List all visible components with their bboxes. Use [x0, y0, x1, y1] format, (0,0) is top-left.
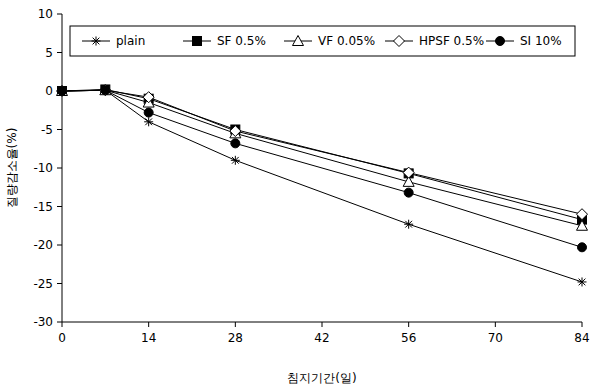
x-tick: [62, 322, 63, 327]
y-tick: [57, 206, 62, 207]
x-tick-label: 14: [141, 331, 156, 345]
series-marker: [58, 87, 67, 96]
series-marker: [144, 117, 153, 126]
x-tick-label: 0: [58, 331, 66, 345]
legend-marker: [193, 37, 202, 46]
y-tick-label: 5: [45, 46, 53, 60]
series-marker: [230, 126, 241, 137]
chart: -30 -25 -20 -15 -10 -5 0 5 10 0 14 28 42 56 70 84 침지기간(일…: [0, 0, 596, 391]
x-tick: [408, 322, 409, 327]
y-tick-label: -25: [33, 277, 53, 291]
y-tick: [57, 283, 62, 284]
series-marker: [57, 86, 68, 96]
y-tick-label: 10: [38, 7, 53, 21]
series-marker: [58, 87, 67, 96]
x-tick-label: 28: [228, 331, 243, 345]
y-tick: [57, 322, 62, 323]
series-marker: [231, 139, 240, 148]
x-tick: [582, 322, 583, 327]
x-tick: [235, 322, 236, 327]
x-axis-label: 침지기간(일): [287, 371, 356, 385]
series-marker: [404, 188, 413, 197]
series-marker: [578, 277, 587, 286]
legend-label: SF 0.5%: [217, 34, 266, 48]
x-tick: [495, 322, 496, 327]
series-marker: [231, 156, 240, 165]
legend-label: SI 10%: [520, 34, 562, 48]
series-marker: [403, 167, 414, 178]
legend: plain SF 0.5% VF 0.05% HPSF 0.5% SI 10%: [70, 26, 575, 56]
x-tick-label: 56: [401, 331, 416, 345]
series-marker: [100, 85, 111, 96]
series-marker: [404, 220, 413, 229]
x-tick-label: 84: [574, 331, 589, 345]
series-marker: [58, 87, 67, 96]
y-tick: [57, 129, 62, 130]
x-tick: [148, 322, 149, 327]
legend-marker: [92, 37, 101, 46]
y-tick-label: -20: [33, 238, 53, 252]
series-marker: [143, 92, 154, 103]
y-tick-label: -10: [33, 161, 53, 175]
legend-box: [70, 26, 575, 56]
series-line: [62, 89, 582, 219]
series-line: [62, 90, 582, 214]
y-axis-label: 질량감소율(%): [5, 128, 19, 209]
plot-data: [57, 85, 588, 287]
y-tick: [57, 245, 62, 246]
legend-marker: [496, 37, 505, 46]
legend-label: HPSF 0.5%: [419, 34, 484, 48]
series-marker: [578, 243, 587, 252]
series-marker: [577, 209, 588, 220]
series-marker: [57, 86, 68, 97]
y-tick-label: -5: [41, 123, 53, 137]
series-marker: [101, 86, 110, 95]
y-tick: [57, 14, 62, 15]
y-tick-label: 0: [45, 84, 53, 98]
legend-label: plain: [116, 34, 145, 48]
series-marker: [100, 85, 111, 95]
series-line: [62, 90, 582, 247]
x-tick: [322, 322, 323, 327]
x-tick-label: 42: [314, 331, 329, 345]
series-marker: [577, 220, 588, 230]
y-tick: [57, 52, 62, 53]
y-tick: [57, 168, 62, 169]
series-line: [62, 90, 582, 282]
x-tick-label: 70: [488, 331, 503, 345]
y-tick-label: -15: [33, 200, 53, 214]
legend-marker: [293, 36, 304, 46]
legend-marker: [394, 36, 405, 47]
series-marker: [101, 86, 110, 95]
y-tick-label: -30: [33, 315, 53, 329]
series-line: [62, 90, 582, 226]
legend-label: VF 0.05%: [318, 34, 375, 48]
series-marker: [101, 85, 110, 94]
series-marker: [144, 108, 153, 117]
